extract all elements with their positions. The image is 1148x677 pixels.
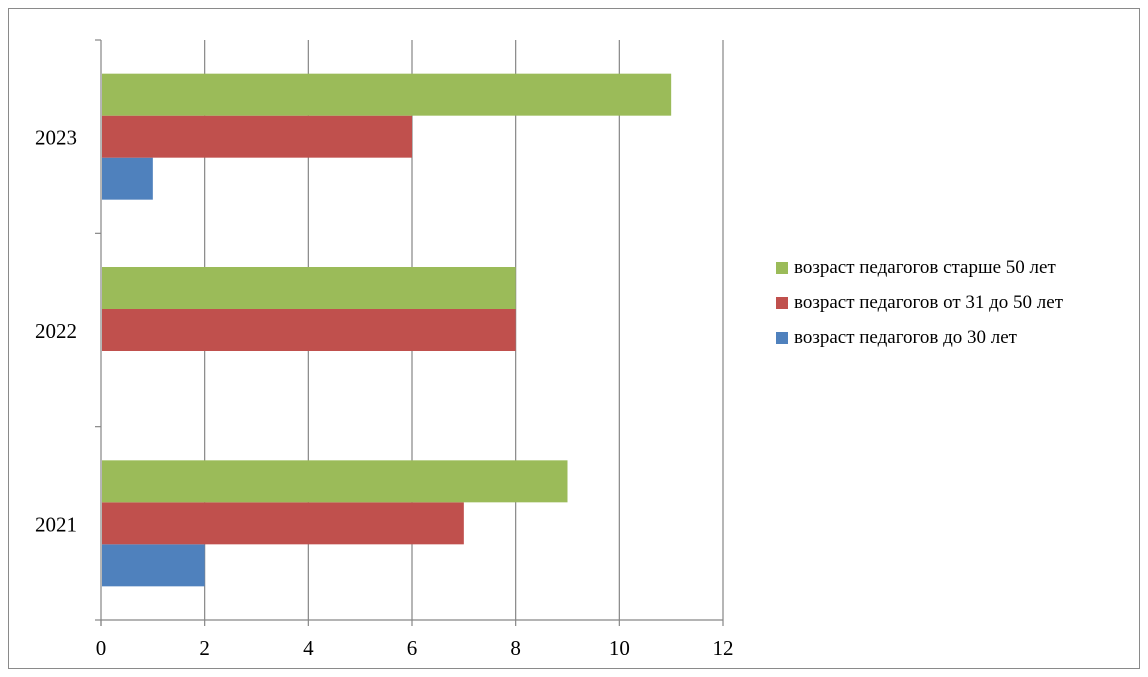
x-tick-label-8: 8 <box>510 636 521 660</box>
x-tick-label-2: 2 <box>199 636 210 660</box>
x-tick-label-6: 6 <box>407 636 418 660</box>
x-tick-label-10: 10 <box>609 636 630 660</box>
category-label-2023: 2023 <box>35 126 77 150</box>
legend-item-under-30: возраст педагогов до 30 лет <box>776 324 1148 352</box>
legend-label-over-50: возраст педагогов старше 50 лет <box>794 257 1056 278</box>
bar-2023-series-1 <box>102 115 412 158</box>
chart-legend: возраст педагогов старше 50 лет возраст … <box>776 254 1148 359</box>
bar-2023-series-0 <box>102 157 153 200</box>
bar-2022-series-2 <box>102 267 516 309</box>
bar-2023-series-2 <box>102 73 672 116</box>
legend-label-31-50: возраст педагогов от 31 до 50 лет <box>794 292 1064 313</box>
legend-swatch-over-50 <box>776 262 788 274</box>
legend-swatch-under-30 <box>776 332 788 344</box>
bar-2021-series-0 <box>102 544 205 587</box>
legend-item-over-50: возраст педагогов старше 50 лет <box>776 254 1148 282</box>
x-tick-label-4: 4 <box>303 636 314 660</box>
category-label-2022: 2022 <box>35 319 77 343</box>
bar-2021-series-1 <box>102 502 464 545</box>
legend-label-under-30: возраст педагогов до 30 лет <box>794 327 1017 348</box>
x-tick-label-12: 12 <box>713 636 734 660</box>
legend-item-31-50: возраст педагогов от 31 до 50 лет <box>776 289 1148 317</box>
x-tick-label-0: 0 <box>96 636 107 660</box>
legend-swatch-31-50 <box>776 297 788 309</box>
category-label-2021: 2021 <box>35 512 77 536</box>
bar-2021-series-2 <box>102 460 568 503</box>
bar-2022-series-1 <box>102 309 516 351</box>
